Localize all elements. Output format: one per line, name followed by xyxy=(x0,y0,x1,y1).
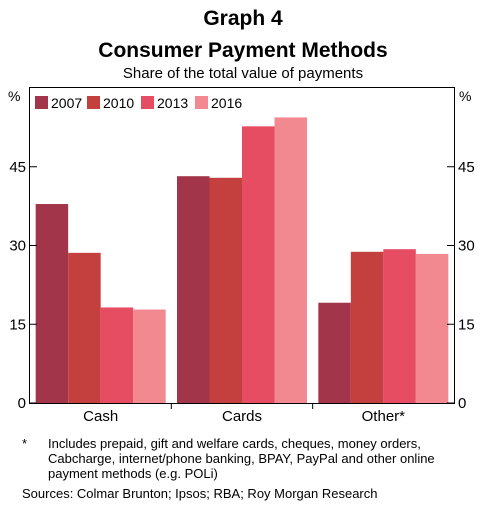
y-tick-label-left: 30 xyxy=(9,238,26,255)
legend-swatch xyxy=(195,96,208,109)
y-tick-label-right: 0 xyxy=(458,395,466,412)
y-unit-right: % xyxy=(459,88,471,104)
bar-chart: % % 0 0 15 15 30 30 45 45 Cash Cards Other* 2007 2… xyxy=(8,87,475,425)
sources: Sources: Colmar Brunton; Ipsos; RBA; Roy… xyxy=(22,486,378,501)
footnote-text: Includes prepaid, gift and welfare cards… xyxy=(48,436,435,481)
bar-2007-other xyxy=(318,302,351,403)
y-tick-label-right: 15 xyxy=(458,316,475,333)
category-label: Other* xyxy=(362,408,406,425)
category-label: Cash xyxy=(83,408,118,425)
legend-label: 2013 xyxy=(157,95,188,111)
y-tick-label-right: 30 xyxy=(458,238,475,255)
bar-2013-cards xyxy=(242,126,275,403)
bar-2010-other xyxy=(350,251,384,403)
y-tick-label-left: 0 xyxy=(18,395,26,412)
legend-label: 2007 xyxy=(51,95,82,111)
bar-2010-cash xyxy=(68,252,101,403)
y-tick-label-left: 45 xyxy=(9,159,26,176)
legend-label: 2010 xyxy=(103,95,134,111)
chart-main-title: Consumer Payment Methods xyxy=(98,39,388,62)
bar-2007-cash xyxy=(35,204,69,403)
category-label: Cards xyxy=(222,408,262,425)
legend-swatch xyxy=(141,96,154,109)
bar-2016-other xyxy=(415,253,449,403)
footnote-marker: * xyxy=(22,436,28,451)
legend-swatch xyxy=(87,96,100,109)
y-unit-left: % xyxy=(8,88,20,104)
chart-title: Graph 4 xyxy=(203,7,283,30)
chart-subtitle: Share of the total value of payments xyxy=(122,65,364,82)
bar-2016-cash xyxy=(133,309,166,403)
plot-frame xyxy=(29,87,455,404)
legend-swatch xyxy=(35,96,48,109)
y-tick-label-left: 15 xyxy=(9,316,26,333)
bar-2013-other xyxy=(383,249,416,403)
bar-2016-cards xyxy=(274,117,307,404)
bar-2013-cash xyxy=(100,307,134,403)
legend-label: 2016 xyxy=(211,95,242,111)
y-tick-label-right: 45 xyxy=(458,159,475,176)
bar-2007-cards xyxy=(177,176,210,403)
bar-2010-cards xyxy=(209,177,242,403)
